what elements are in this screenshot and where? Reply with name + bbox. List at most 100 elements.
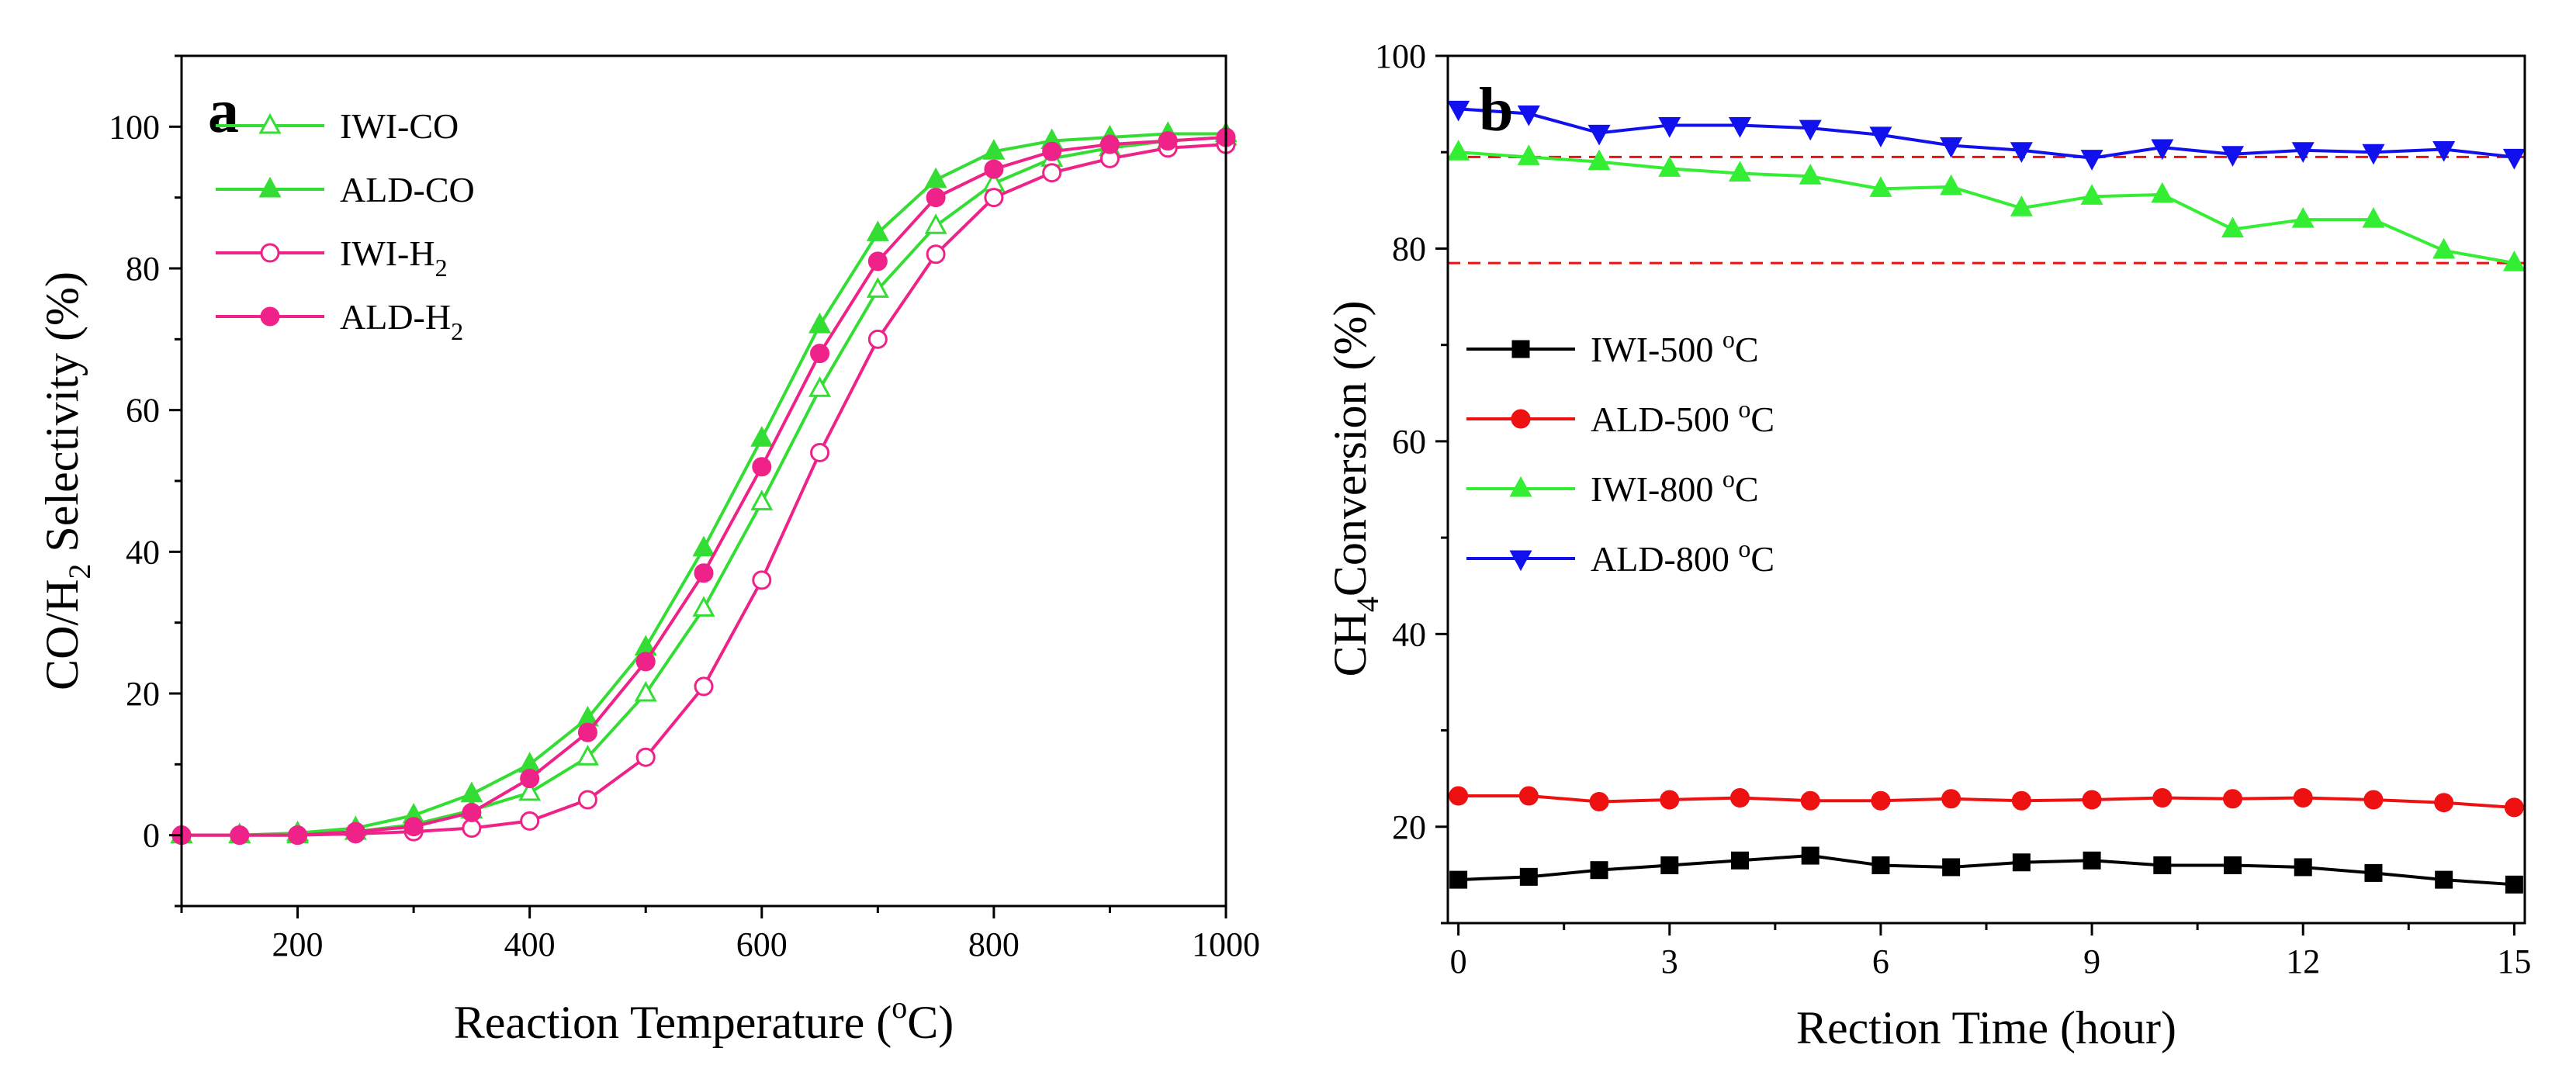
- data-point-iwi-800-c: [1869, 176, 1892, 197]
- data-point-iwi-co: [808, 376, 832, 397]
- data-point-ald-800-c: [1869, 126, 1892, 147]
- legend-label-iwi-800-c: IWI-800 oC: [1591, 465, 1759, 509]
- data-point-iwi-800-c: [2432, 237, 2456, 259]
- data-point-ald-800-c: [1587, 124, 1611, 146]
- x-tick-label: 15: [2497, 942, 2531, 981]
- legend-label-iwi-500-c: IWI-500 oC: [1591, 325, 1759, 369]
- data-point-iwi-500-c: [1519, 867, 1538, 886]
- data-point-iwi-800-c: [1940, 174, 1963, 195]
- data-point-ald-800-c: [2502, 148, 2526, 170]
- data-point-iwi-800-c: [2502, 250, 2526, 272]
- y-tick-label: 40: [1392, 615, 1426, 653]
- data-point-iwi-500-c: [1660, 856, 1679, 874]
- legend-marker-ald-h2: [260, 306, 280, 327]
- y-tick-label: 40: [126, 533, 160, 571]
- data-point-iwi-800-c: [2291, 207, 2315, 228]
- data-point-ald-500-c: [2011, 790, 2031, 811]
- data-point-iwi-500-c: [1590, 861, 1608, 880]
- y-tick-label: 60: [126, 392, 160, 430]
- data-point-ald-800-c: [1517, 105, 1540, 126]
- legend-marker-iwi-800-c: [1509, 476, 1532, 497]
- data-point-ald-500-c: [1518, 786, 1539, 806]
- series-line-ald-500-c: [1458, 794, 2515, 809]
- data-point-ald-500-c: [1871, 790, 1891, 811]
- data-point-iwi-500-c: [1942, 858, 1961, 877]
- data-point-iwi-800-c: [1517, 144, 1540, 165]
- data-point-iwi-800-c: [1587, 149, 1611, 171]
- series-line-iwi-co: [182, 136, 1227, 837]
- data-point-iwi-co: [576, 745, 599, 766]
- x-tick-label: 600: [736, 925, 788, 963]
- data-point-ald-800-c: [2010, 142, 2033, 163]
- data-point-ald-800-c: [1799, 119, 1822, 141]
- data-point-ald-800-c: [1447, 100, 1470, 122]
- data-point-iwi-500-c: [1449, 870, 1468, 889]
- data-point-ald-500-c: [2082, 790, 2102, 810]
- data-point-iwi-800-c: [2010, 195, 2033, 216]
- data-point-iwi-500-c: [1730, 851, 1749, 870]
- data-point-iwi-500-c: [1871, 856, 1890, 874]
- data-point-ald-500-c: [1941, 789, 1961, 809]
- data-point-ald-h2: [345, 821, 365, 842]
- legend-label-iwi-co: IWI-CO: [340, 106, 459, 146]
- data-point-ald-h2: [1158, 131, 1178, 151]
- data-point-ald-h2: [635, 652, 656, 672]
- data-point-ald-800-c: [1728, 116, 1752, 138]
- data-point-ald-co: [750, 426, 774, 447]
- series-line-ald-800-c: [1458, 107, 2515, 160]
- data-point-iwi-500-c: [2294, 858, 2312, 877]
- data-point-iwi-500-c: [2153, 856, 2172, 874]
- legend-marker-ald-500-c: [1511, 409, 1531, 429]
- x-tick-label: 1000: [1192, 925, 1260, 963]
- data-point-ald-800-c: [1940, 137, 1963, 158]
- data-point-ald-h2: [577, 722, 597, 742]
- data-point-ald-500-c: [2363, 790, 2384, 810]
- panel-b-letter: b: [1479, 76, 1514, 144]
- data-point-iwi-500-c: [2224, 856, 2242, 874]
- data-point-ald-co: [866, 220, 889, 241]
- data-point-ald-h2: [926, 188, 946, 208]
- data-point-ald-co: [460, 781, 483, 803]
- data-point-iwi-h2: [1042, 163, 1062, 183]
- series-line-ald-h2: [182, 136, 1227, 837]
- x-tick-label: 6: [1872, 942, 1889, 981]
- data-point-iwi-500-c: [2435, 870, 2453, 889]
- data-point-iwi-h2: [867, 329, 888, 349]
- data-point-iwi-800-c: [1728, 161, 1752, 182]
- series-line-iwi-500-c: [1458, 854, 2515, 887]
- data-point-iwi-co: [634, 680, 657, 702]
- data-point-iwi-800-c: [2221, 216, 2245, 238]
- data-point-iwi-800-c: [2080, 184, 2103, 205]
- data-point-iwi-500-c: [1801, 846, 1819, 865]
- data-point-ald-h2: [867, 251, 888, 272]
- x-tick-label: 12: [2286, 942, 2320, 981]
- legend-marker-iwi-500-c: [1511, 340, 1530, 358]
- data-point-iwi-500-c: [2364, 863, 2383, 882]
- data-point-ald-800-c: [2080, 150, 2103, 171]
- data-point-iwi-co: [866, 277, 889, 298]
- x-tick-label: 400: [504, 925, 556, 963]
- x-tick-label: 9: [2083, 942, 2100, 981]
- data-point-ald-500-c: [1449, 786, 1469, 806]
- data-point-ald-co: [518, 752, 542, 773]
- series-line-iwi-800-c: [1458, 150, 2515, 265]
- data-point-ald-500-c: [2434, 793, 2454, 813]
- data-point-ald-500-c: [2293, 788, 2313, 808]
- series-line-ald-co: [182, 132, 1226, 837]
- data-point-ald-500-c: [1660, 790, 1680, 810]
- data-point-iwi-800-c: [1447, 140, 1470, 161]
- data-point-iwi-h2: [635, 747, 656, 767]
- data-point-ald-co: [692, 535, 715, 557]
- data-point-ald-h2: [403, 817, 424, 837]
- data-point-iwi-h2: [752, 570, 772, 590]
- legend-label-ald-500-c: ALD-500 oC: [1591, 395, 1774, 439]
- panel-a-x-axis-title: Reaction Temperature (oC): [454, 990, 954, 1048]
- data-point-ald-h2: [520, 769, 540, 789]
- series-line-iwi-h2: [182, 143, 1227, 837]
- data-point-ald-500-c: [1800, 790, 1820, 811]
- data-point-ald-h2: [1042, 141, 1062, 161]
- legend-label-iwi-h2: IWI-H2: [340, 233, 448, 282]
- data-point-iwi-800-c: [1799, 164, 1822, 185]
- data-point-iwi-500-c: [2083, 851, 2101, 870]
- data-point-iwi-h2: [810, 442, 830, 462]
